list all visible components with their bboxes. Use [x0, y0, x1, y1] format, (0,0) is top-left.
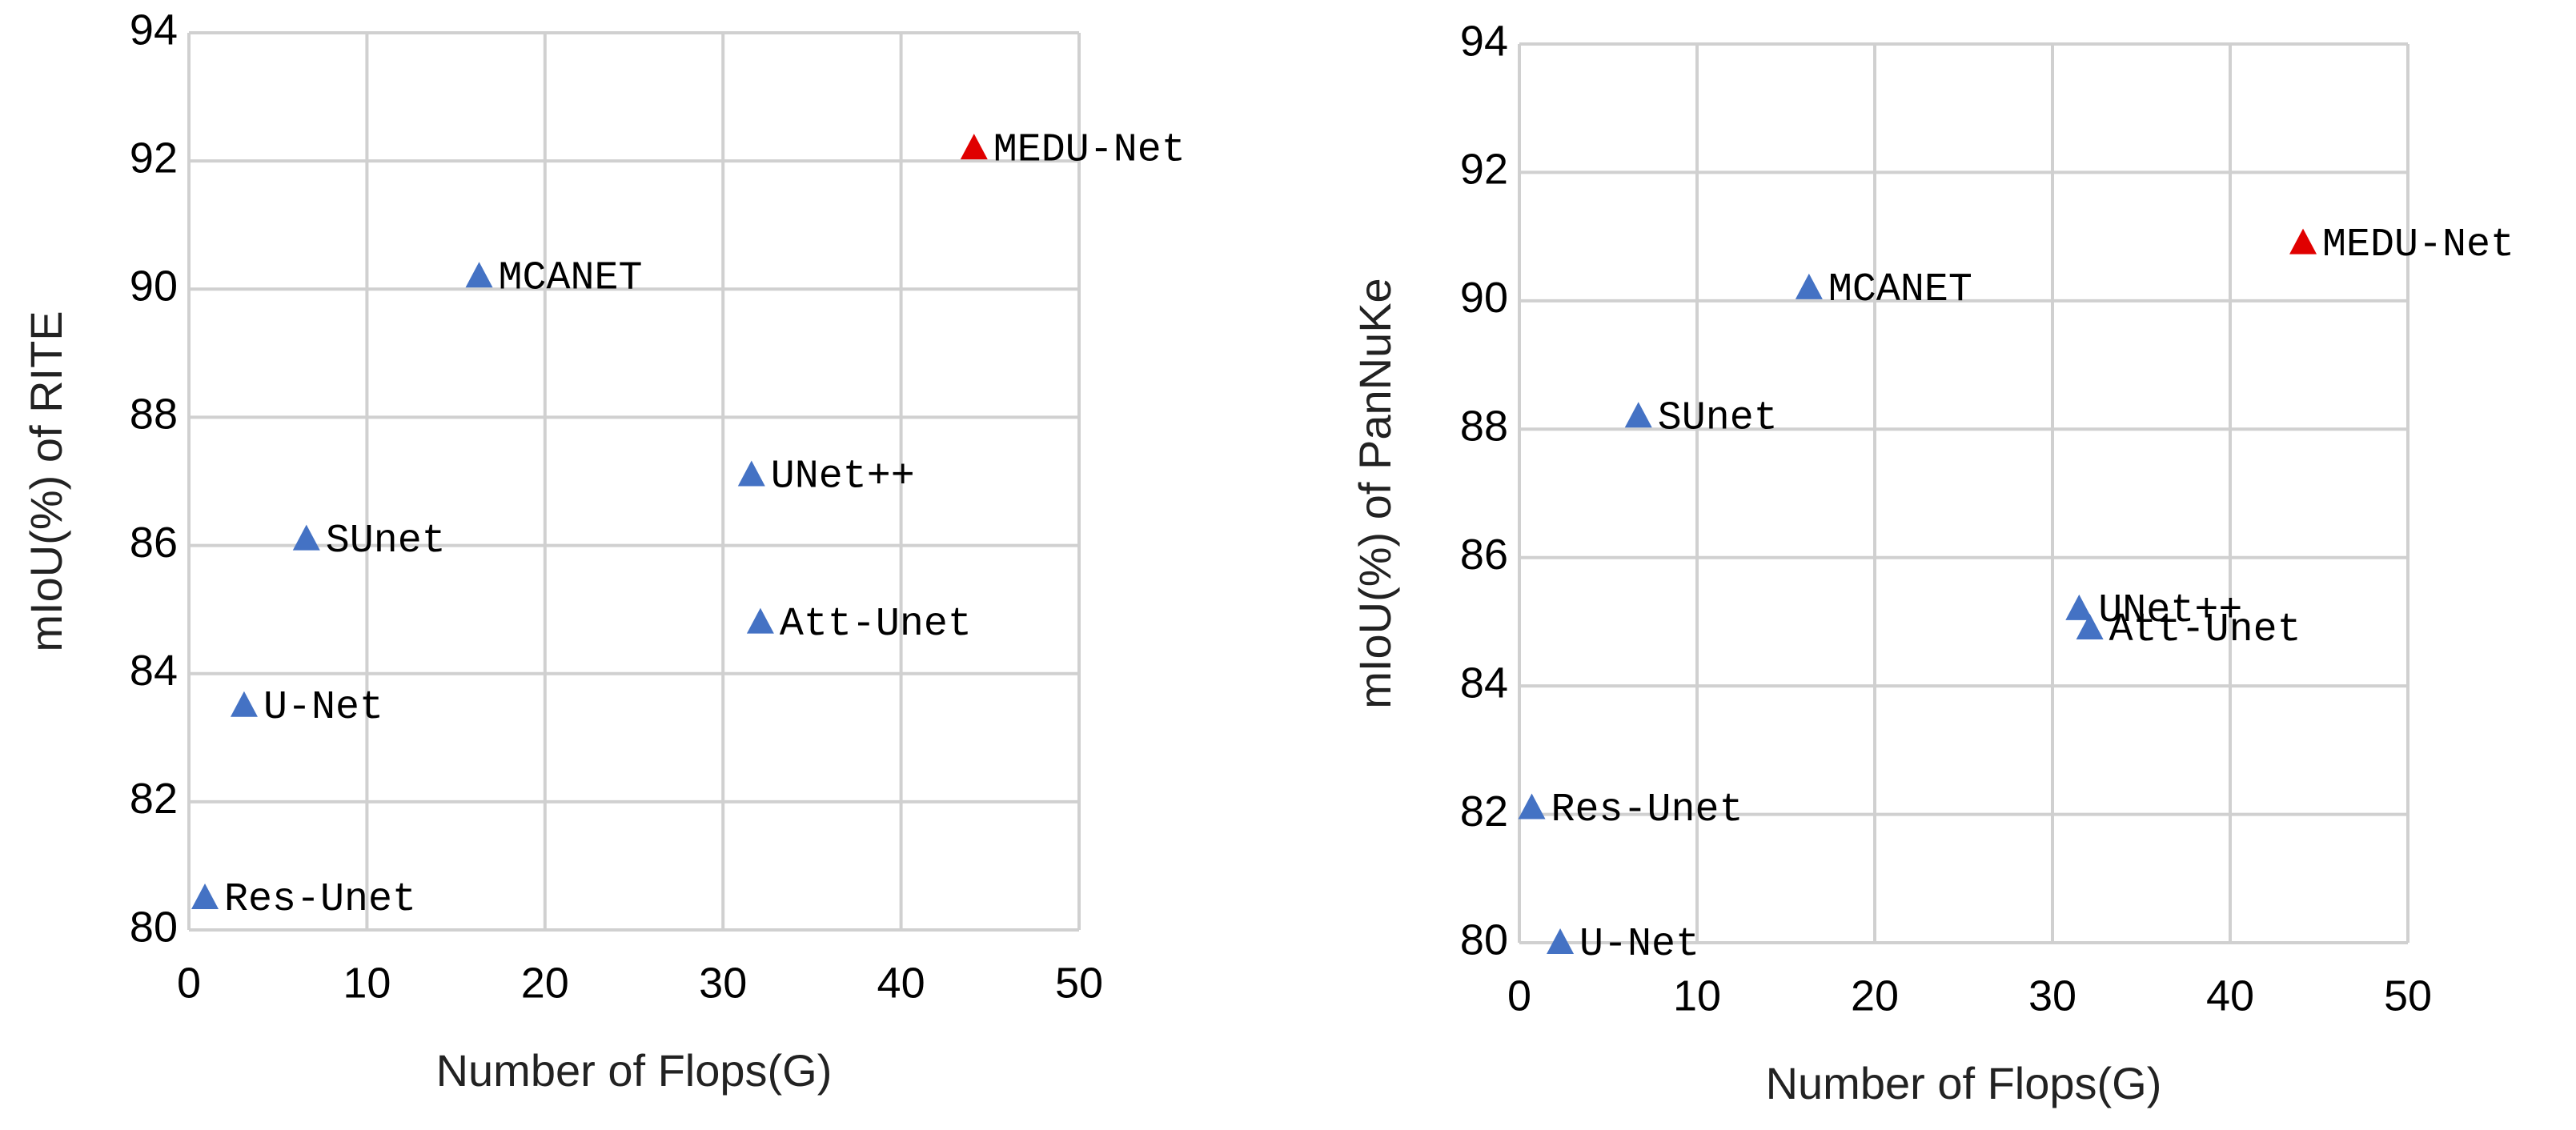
point-label: SUnet: [326, 519, 446, 564]
x-tick-label: 50: [2384, 972, 2432, 1020]
point-label: Res-Unet: [1551, 787, 1743, 833]
point-label: Res-Unet: [224, 877, 416, 923]
y-tick-label: 92: [130, 134, 178, 182]
point-label: MEDU-Net: [993, 127, 1186, 173]
y-tick-label: 90: [1460, 274, 1508, 322]
x-axis-label: Number of Flops(G): [1766, 1058, 2162, 1108]
y-tick-label: 90: [130, 262, 178, 311]
x-tick-label: 0: [1507, 972, 1531, 1020]
y-tick-label: 80: [130, 903, 178, 951]
x-tick-label: 20: [1851, 972, 1899, 1020]
point-label: U-Net: [1579, 922, 1699, 968]
y-tick-label: 80: [1460, 916, 1508, 964]
point-label: Att-Unet: [2109, 607, 2301, 653]
y-tick-label: 94: [130, 6, 178, 54]
point: [1518, 793, 1546, 819]
x-tick-label: 10: [1673, 972, 1721, 1020]
point: [230, 691, 258, 717]
point: [746, 607, 774, 634]
point: [2076, 613, 2104, 639]
x-tick-label: 10: [343, 959, 391, 1007]
point-label: UNet++: [771, 455, 915, 500]
y-tick-label: 82: [1460, 787, 1508, 835]
point: [2289, 228, 2317, 254]
y-tick-label: 84: [1460, 659, 1508, 707]
x-tick-label: 0: [177, 959, 201, 1007]
point-label: Att-Unet: [780, 602, 972, 647]
y-tick-label: 88: [1460, 403, 1508, 451]
y-tick-label: 92: [1460, 146, 1508, 194]
point: [737, 460, 765, 487]
point: [1624, 402, 1652, 428]
point: [1795, 273, 1823, 299]
point: [292, 524, 320, 551]
y-tick-label: 88: [130, 391, 178, 439]
x-tick-label: 40: [877, 959, 925, 1007]
x-axis-label: Number of Flops(G): [436, 1045, 833, 1096]
point: [191, 883, 219, 909]
x-tick-label: 40: [2206, 972, 2254, 1020]
x-tick-label: 50: [1055, 959, 1103, 1007]
y-tick-label: 86: [130, 519, 178, 567]
point: [2065, 594, 2093, 620]
y-tick-label: 94: [1460, 17, 1508, 65]
point-label: SUnet: [1658, 395, 1778, 441]
point-label: U-Net: [263, 685, 383, 731]
y-axis-label: mIoU(%) of PanNuKe: [1350, 278, 1400, 708]
x-tick-label: 30: [699, 959, 747, 1007]
x-tick-label: 20: [521, 959, 569, 1007]
point: [960, 134, 988, 160]
point-label: MEDU-Net: [2322, 222, 2514, 268]
point-label: MCANET: [1828, 267, 1972, 313]
y-axis-label: mIoU(%) of RITE: [21, 311, 71, 651]
point-label: MCANET: [499, 255, 643, 301]
point-label: UNet++: [2098, 588, 2242, 634]
y-tick-label: 86: [1460, 531, 1508, 579]
x-tick-label: 30: [2028, 972, 2076, 1020]
y-tick-label: 84: [130, 647, 178, 695]
point: [465, 262, 493, 288]
point: [1547, 928, 1575, 954]
y-tick-label: 82: [130, 775, 178, 823]
